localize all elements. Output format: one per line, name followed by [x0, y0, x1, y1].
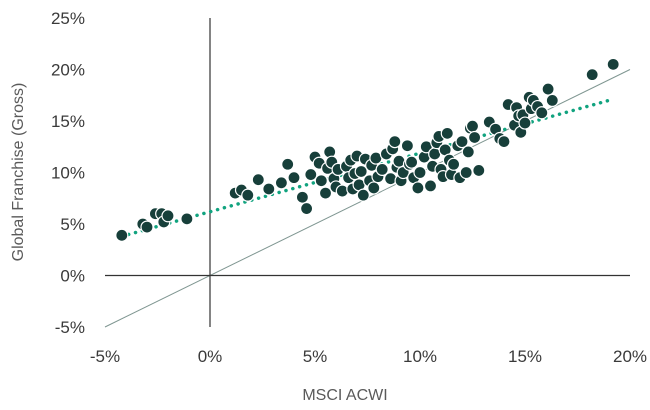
data-points [115, 57, 620, 242]
y-tick-labels: 25% 20% 15% 10% 5% 0% -5% [51, 9, 85, 337]
data-point [545, 93, 559, 108]
data-point [541, 82, 555, 96]
data-point [274, 176, 288, 190]
data-point [447, 157, 461, 171]
data-point [281, 157, 295, 171]
data-point [461, 145, 475, 159]
data-point [180, 212, 194, 226]
data-point [262, 182, 276, 196]
data-point [606, 57, 620, 71]
data-point [411, 181, 425, 195]
data-point [241, 188, 255, 202]
data-point [356, 188, 370, 202]
y-tick-label: 15% [51, 112, 85, 131]
x-axis-title: MSCI ACWI [302, 387, 387, 404]
data-point [287, 171, 301, 185]
y-tick-label: 20% [51, 61, 85, 80]
data-point [300, 201, 314, 216]
x-tick-label: 20% [613, 347, 647, 366]
data-point [251, 173, 265, 187]
data-point [405, 155, 419, 169]
y-tick-label: 25% [51, 9, 85, 28]
trendline [120, 98, 611, 239]
x-tick-label: 5% [303, 347, 328, 366]
data-point [335, 184, 349, 198]
x-tick-label: 15% [508, 347, 542, 366]
x-tick-label: -5% [90, 347, 120, 366]
data-point [468, 130, 482, 145]
data-point [367, 181, 381, 195]
data-point [535, 106, 549, 120]
data-point [295, 190, 309, 204]
data-point [459, 165, 473, 180]
data-point [440, 126, 454, 140]
x-tick-label: 0% [198, 347, 223, 366]
data-point [400, 139, 414, 153]
data-point [585, 68, 599, 82]
data-point [497, 135, 511, 149]
data-point [140, 220, 154, 234]
data-point [354, 164, 368, 179]
y-tick-label: -5% [55, 318, 85, 337]
y-tick-label: 0% [60, 267, 85, 286]
data-point [518, 116, 532, 130]
y-axis-title: Global Franchise (Gross) [10, 83, 27, 262]
data-point [161, 209, 175, 223]
data-point [314, 174, 328, 188]
data-point [465, 119, 480, 133]
data-point [304, 167, 318, 182]
x-tick-label: 10% [403, 347, 437, 366]
y-tick-label: 5% [60, 215, 85, 234]
data-point [423, 179, 438, 193]
data-point [455, 135, 469, 149]
data-point [384, 172, 398, 186]
x-tick-labels: -5% 0% 5% 10% 15% 20% [90, 347, 647, 366]
data-point [388, 135, 402, 149]
data-point [472, 163, 486, 178]
data-point [115, 228, 129, 242]
y-tick-label: 10% [51, 164, 85, 183]
data-point [413, 165, 427, 180]
data-point [375, 162, 389, 177]
data-point [318, 186, 333, 200]
